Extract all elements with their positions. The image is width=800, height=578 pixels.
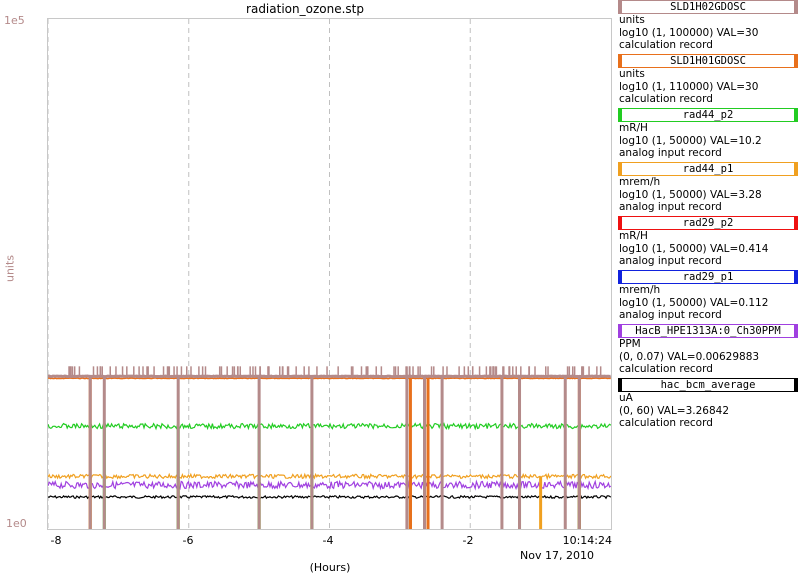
legend-type: calculation record xyxy=(619,363,713,375)
legend-range: log10 (1, 110000) VAL=30 xyxy=(619,80,759,93)
legend-type: analog input record xyxy=(619,147,722,159)
x-tick-label: -4 xyxy=(322,534,334,547)
x-tick-label: -6 xyxy=(182,534,194,547)
legend-range: (0, 60) VAL=3.26842 xyxy=(619,404,730,417)
legend-type: calculation record xyxy=(619,417,713,429)
x-axis-end-date: Nov 17, 2010 xyxy=(520,549,594,562)
legend-range: log10 (1, 50000) VAL=3.28 xyxy=(619,188,762,201)
legend-units: mR/H xyxy=(619,122,648,134)
legend-range: log10 (1, 50000) VAL=0.112 xyxy=(619,296,769,309)
series-line xyxy=(48,494,611,500)
series-line xyxy=(48,377,611,380)
legend-pv-button[interactable]: rad29_p2 xyxy=(618,216,798,230)
legend-item[interactable]: rad29_p2 mR/H log10 (1, 50000) VAL=0.414 an… xyxy=(616,216,800,270)
legend-item[interactable]: rad44_p1 mrem/h log10 (1, 50000) VAL=3.28 a… xyxy=(616,162,800,216)
legend-units: mrem/h xyxy=(619,176,661,188)
legend-type: calculation record xyxy=(619,39,713,51)
legend-type: analog input record xyxy=(619,201,722,213)
legend-item[interactable]: SLD1H02GDOSC units log10 (1, 100000) VAL=3… xyxy=(616,0,800,54)
y-axis-top-label: 1e5 xyxy=(4,14,25,27)
legend-pv-button[interactable]: SLD1H02GDOSC xyxy=(618,0,798,14)
legend-item[interactable]: HacB_HPE1313A:0_Ch30PPM PPM (0, 0.07) VAL=… xyxy=(616,324,800,378)
x-tick-label: -2 xyxy=(462,534,474,547)
y-axis-bottom-label: 1e0 xyxy=(6,517,27,530)
legend-item[interactable]: rad29_p1 mrem/h log10 (1, 50000) VAL=0.112… xyxy=(616,270,800,324)
legend-pv-button[interactable]: rad44_p1 xyxy=(618,162,798,176)
legend-item[interactable]: hac_bcm_average uA (0, 60) VAL=3.26842 calc… xyxy=(616,378,800,432)
legend-range: (0, 0.07) VAL=0.00629883 xyxy=(619,350,760,363)
legend-range: log10 (1, 50000) VAL=0.414 xyxy=(619,242,769,255)
legend: SLD1H02GDOSC units log10 (1, 100000) VAL=3… xyxy=(616,0,800,432)
legend-units: PPM xyxy=(619,338,641,350)
x-tick-label: -8 xyxy=(50,534,62,547)
series-line xyxy=(48,374,611,379)
legend-range: log10 (1, 50000) VAL=10.2 xyxy=(619,134,762,147)
legend-type: analog input record xyxy=(619,255,722,267)
legend-pv-button[interactable]: rad44_p2 xyxy=(618,108,798,122)
legend-units: units xyxy=(619,68,645,80)
plot-title: radiation_ozone.stp xyxy=(246,2,364,16)
legend-pv-button[interactable]: HacB_HPE1313A:0_Ch30PPM xyxy=(618,324,798,338)
x-axis-label: (Hours) xyxy=(309,561,351,574)
legend-type: calculation record xyxy=(619,93,713,105)
legend-type: analog input record xyxy=(619,309,722,321)
legend-units: mrem/h xyxy=(619,284,661,296)
legend-units: units xyxy=(619,14,645,26)
legend-units: uA xyxy=(619,392,633,404)
legend-item[interactable]: SLD1H01GDOSC units log10 (1, 110000) VAL=3… xyxy=(616,54,800,108)
legend-pv-button[interactable]: SLD1H01GDOSC xyxy=(618,54,798,68)
legend-units: mR/H xyxy=(619,230,648,242)
x-axis-end-time: 10:14:24 xyxy=(562,534,612,547)
series-line xyxy=(48,479,611,491)
series-line xyxy=(48,472,611,481)
plot-area[interactable] xyxy=(47,18,612,530)
legend-range: log10 (1, 100000) VAL=30 xyxy=(619,26,759,39)
series-line xyxy=(48,421,611,431)
legend-pv-button[interactable]: rad29_p1 xyxy=(618,270,798,284)
y-axis-label: units xyxy=(3,254,17,283)
legend-pv-button[interactable]: hac_bcm_average xyxy=(618,378,798,392)
plot-svg xyxy=(48,19,611,529)
legend-item[interactable]: rad44_p2 mR/H log10 (1, 50000) VAL=10.2 ana… xyxy=(616,108,800,162)
